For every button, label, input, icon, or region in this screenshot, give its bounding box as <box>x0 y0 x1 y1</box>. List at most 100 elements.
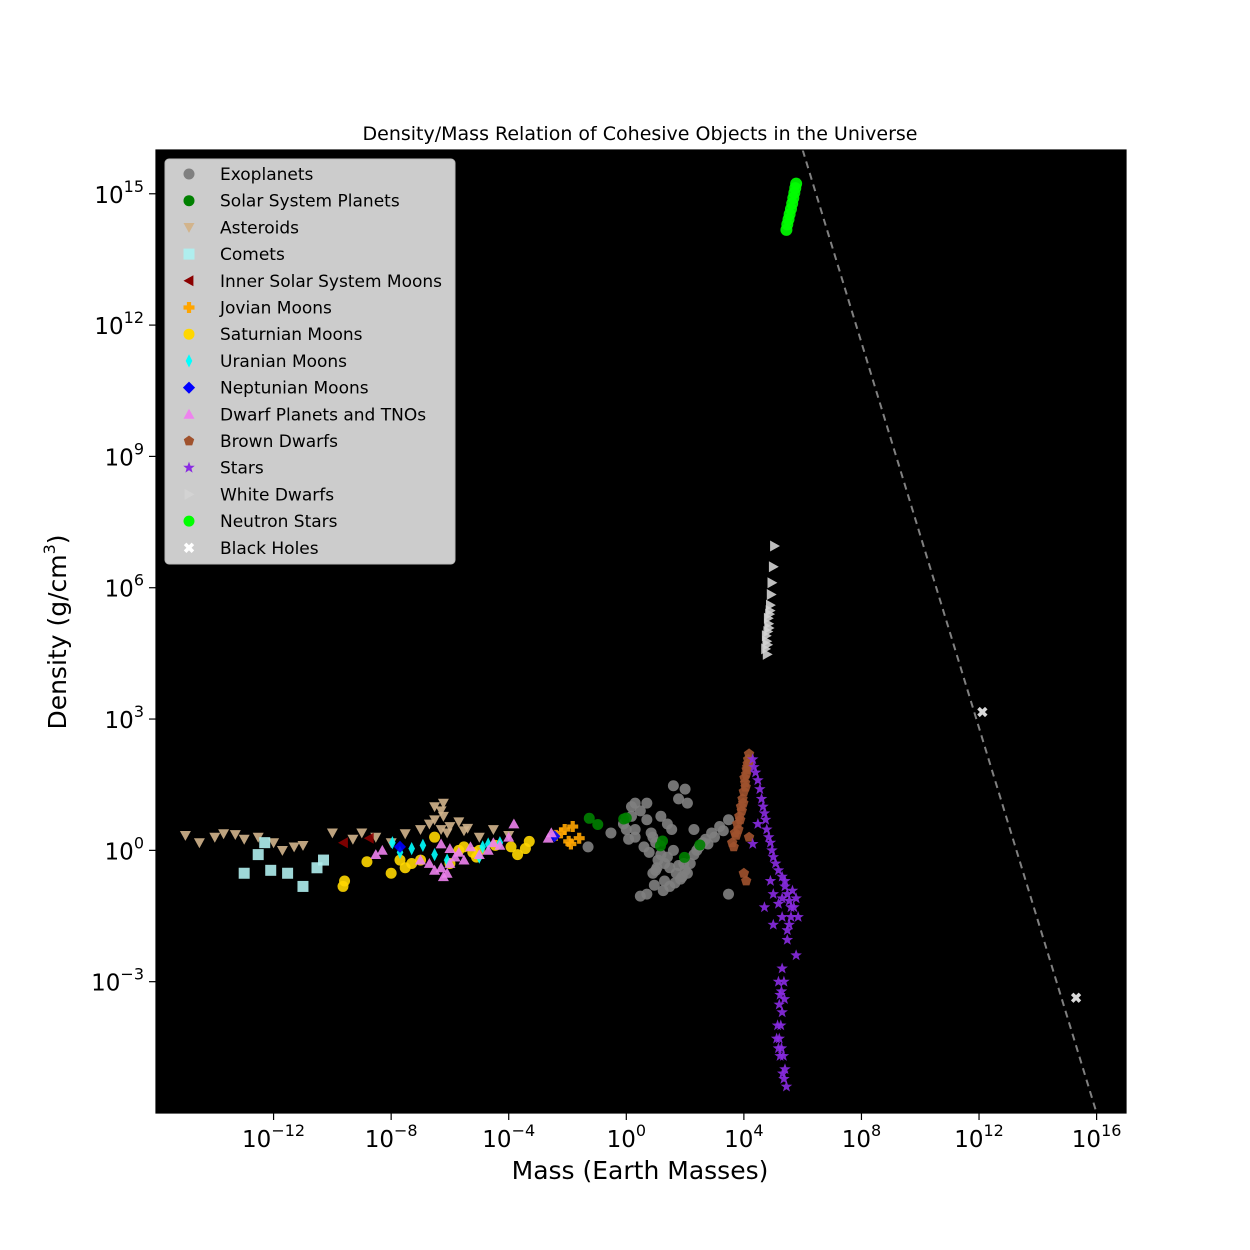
point-asteroids <box>435 825 447 835</box>
point-exoplanets <box>717 825 729 837</box>
x-tick-label: 1012 <box>954 1121 1004 1153</box>
series-white-dwarfs <box>761 540 780 660</box>
point-neptunian-moons <box>393 840 406 853</box>
point-stars <box>772 975 785 987</box>
x-tick-exponent: 0 <box>636 1121 646 1140</box>
point-exoplanets <box>643 846 655 858</box>
point-stars <box>767 888 779 899</box>
point-exoplanets <box>667 780 679 792</box>
point-saturnian-moons <box>429 831 441 843</box>
point-exoplanets <box>623 833 635 845</box>
point-black-holes <box>1070 992 1082 1003</box>
point-asteroids <box>252 832 264 843</box>
point-asteroids <box>429 815 441 826</box>
point-stars <box>757 800 769 812</box>
legend-item-dwarf-planets-and-tnos: Dwarf Planets and TNOs <box>183 405 426 425</box>
point-stars <box>772 864 785 876</box>
legend-marker <box>183 223 195 233</box>
legend-marker <box>183 408 195 419</box>
point-stars <box>754 783 766 795</box>
point-white-dwarfs <box>765 605 776 617</box>
point-stars <box>783 894 795 906</box>
point-asteroids <box>268 838 280 849</box>
point-stars <box>772 1042 785 1054</box>
point-saturnian-moons <box>361 856 373 868</box>
series-neutron-stars <box>780 177 803 236</box>
chart-title: Density/Mass Relation of Cohesive Object… <box>363 123 918 145</box>
legend-marker <box>183 275 194 287</box>
legend-label: Dwarf Planets and TNOs <box>220 405 426 425</box>
y-axis-label: Density (g/cm3) <box>40 534 72 729</box>
point-dwarf-planets-and-tnos <box>376 844 388 855</box>
point-dwarf-planets-and-tnos <box>444 858 456 868</box>
point-exoplanets <box>675 873 687 885</box>
series-comets <box>238 837 330 892</box>
point-uranian-moons <box>389 836 396 850</box>
legend-marker <box>183 515 195 527</box>
y-tick-base: 10 <box>105 577 134 603</box>
x-axis: 10−12 10−8 10−4 100 104 108 1012 1016 <box>242 1113 1121 1153</box>
point-stars <box>778 975 790 987</box>
series-solar-system-planets <box>583 812 706 863</box>
legend-item-brown-dwarfs: Brown Dwarfs <box>183 432 338 452</box>
point-solar-system-planets <box>694 839 706 851</box>
point-solar-system-planets <box>678 851 690 863</box>
point-stars <box>776 911 788 922</box>
legend-item-saturnian-moons: Saturnian Moons <box>183 325 363 345</box>
x-tick-exponent: 12 <box>983 1121 1003 1140</box>
point-asteroids <box>487 825 499 835</box>
point-asteroids <box>238 834 250 845</box>
legend-label: Asteroids <box>220 218 299 238</box>
point-asteroids <box>444 822 456 832</box>
point-solar-system-planets <box>592 818 604 830</box>
y-tick-exponent: 9 <box>134 439 144 458</box>
x-tick-base: 10 <box>482 1127 511 1153</box>
point-comets <box>318 854 330 866</box>
legend-item-jovian-moons: Jovian Moons <box>183 299 332 319</box>
y-tick-label: 1012 <box>94 308 144 340</box>
point-stars <box>761 823 773 835</box>
point-stars <box>786 884 799 896</box>
point-jovian-moons <box>559 824 571 835</box>
point-uranian-moons <box>408 842 415 856</box>
x-tick-base: 10 <box>954 1127 983 1153</box>
point-stars <box>776 892 788 904</box>
point-stars <box>776 962 788 974</box>
legend-marker-shape <box>183 542 195 553</box>
point-stars <box>778 993 791 1004</box>
legend-marker <box>183 542 195 553</box>
point-stars <box>779 880 791 892</box>
legend-item-solar-system-planets: Solar System Planets <box>183 192 400 212</box>
point-asteroids <box>415 825 426 835</box>
point-brown-dwarfs <box>743 831 755 842</box>
point-asteroids <box>276 846 288 856</box>
legend-label: Black Holes <box>220 539 319 559</box>
point-jovian-moons <box>563 835 575 847</box>
point-solar-system-planets <box>657 835 669 847</box>
point-asteroids <box>179 831 191 841</box>
x-tick-exponent: −12 <box>271 1121 305 1140</box>
legend-item-stars: Stars <box>183 459 264 479</box>
point-asteroids <box>326 828 338 839</box>
point-dwarf-planets-and-tnos <box>429 864 441 875</box>
point-stars <box>773 998 785 1010</box>
point-stars <box>779 1063 791 1075</box>
point-stars <box>783 918 795 930</box>
point-exoplanets <box>679 783 691 795</box>
point-stars <box>785 911 797 922</box>
point-exoplanets <box>657 885 669 897</box>
point-exoplanets <box>641 797 653 809</box>
point-stars <box>748 761 760 772</box>
point-exoplanets <box>634 890 646 902</box>
legend-item-exoplanets: Exoplanets <box>183 165 314 185</box>
point-exoplanets <box>702 838 714 850</box>
point-asteroids <box>423 819 435 830</box>
point-exoplanets <box>620 823 632 835</box>
y-tick-exponent: 3 <box>134 702 144 721</box>
point-exoplanets <box>666 823 678 835</box>
point-exoplanets <box>651 862 663 874</box>
point-stars <box>778 1072 790 1084</box>
y-tick-exponent: −3 <box>120 965 144 984</box>
x-tick-base: 10 <box>607 1127 636 1153</box>
